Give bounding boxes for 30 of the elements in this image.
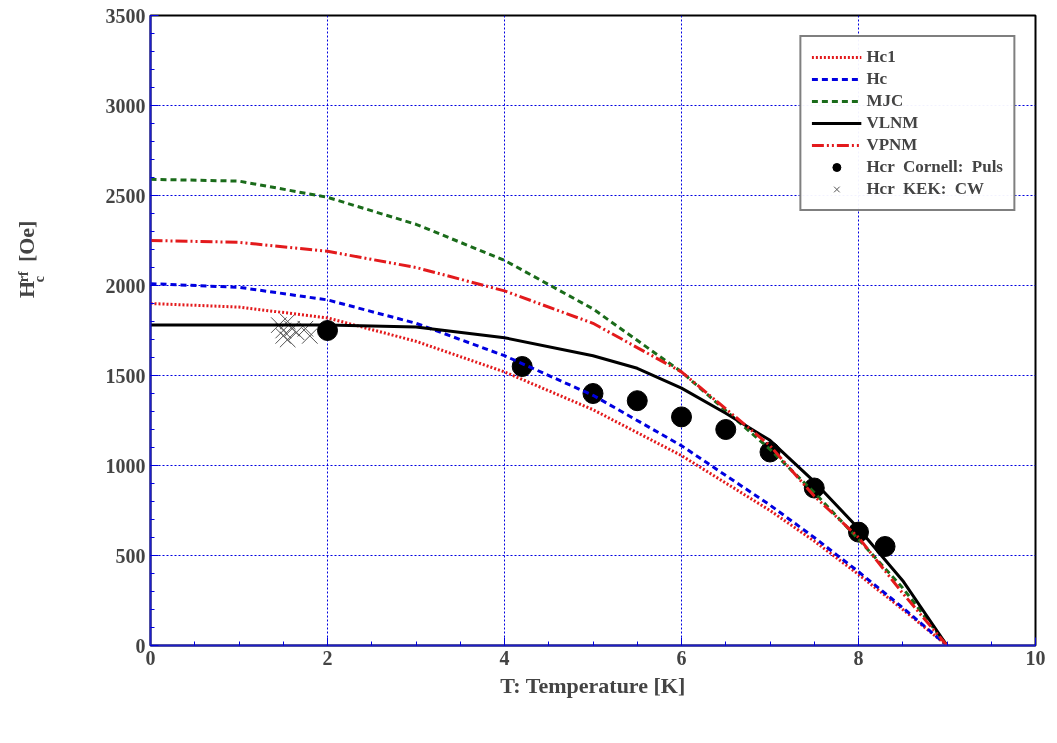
y-tick-label: 3000 [105, 94, 146, 117]
legend-label: VLNM [866, 113, 919, 133]
legend-label: Hcr Cornell: Puls [866, 157, 1003, 177]
y-tick-label: 1500 [105, 364, 146, 387]
point [279, 331, 296, 348]
point [715, 419, 737, 440]
point [279, 313, 296, 330]
point [274, 327, 292, 345]
legend-label: MJC [866, 91, 904, 111]
y-tick-label: 500 [115, 544, 146, 567]
x-tick-label: 4 [499, 646, 510, 669]
y-tick-label: 2500 [105, 184, 146, 207]
x-tick-label: 6 [676, 646, 687, 669]
x-tick-label: 2 [322, 646, 333, 669]
y-tick-label: 3500 [105, 4, 146, 27]
y-tick-label: 2000 [105, 274, 146, 297]
legend-label: VPNM [866, 135, 918, 155]
y-tick-label: 1000 [105, 454, 146, 477]
legend-label: Hc1 [866, 47, 896, 67]
legend-label: Hcr KEK: CW [866, 179, 985, 199]
point [270, 316, 288, 334]
point [874, 536, 896, 557]
point [671, 406, 692, 428]
legend-label: Hc [866, 69, 888, 89]
y-axis-title: Hcrf [Oe] [13, 220, 47, 299]
point [626, 390, 648, 412]
point [301, 327, 319, 345]
x-tick-label: 8 [853, 646, 864, 669]
x-axis-title: T: Temperature [K] [500, 672, 686, 698]
x-tick-label: 10 [1025, 646, 1046, 669]
